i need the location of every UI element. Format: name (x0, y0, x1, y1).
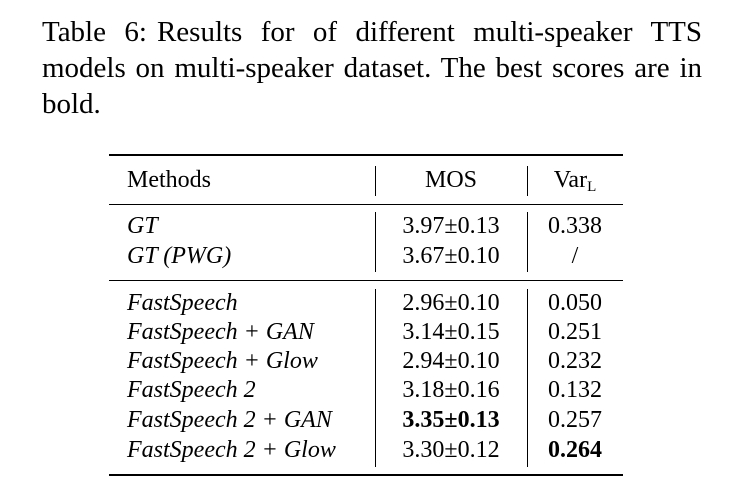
column-divider (375, 289, 376, 467)
mos-cell: 2.96±0.10 (402, 290, 500, 316)
caption-text: Results for of different multi-speaker T… (42, 16, 703, 120)
mos-cell: 3.97±0.13 (402, 213, 500, 239)
table-group-rule (109, 280, 623, 281)
header-methods: Methods (127, 167, 211, 193)
var-cell: 0.232 (548, 348, 602, 374)
table-header-rule (109, 204, 623, 205)
column-divider (375, 212, 376, 272)
mos-cell: 3.67±0.10 (402, 243, 500, 269)
var-cell: 0.257 (548, 407, 602, 433)
mos-cell-best: 3.35±0.13 (402, 407, 500, 433)
mos-cell: 3.18±0.16 (402, 377, 500, 403)
table-bottom-rule (109, 474, 623, 476)
table-top-rule (109, 154, 623, 156)
var-cell: 0.132 (548, 377, 602, 403)
method-cell: FastSpeech 2 (127, 377, 256, 403)
method-cell: GT (PWG) (127, 243, 232, 269)
method-cell: FastSpeech 2 + Glow (127, 437, 336, 463)
method-cell: GT (127, 213, 158, 239)
mos-cell: 3.30±0.12 (402, 437, 500, 463)
var-cell: / (571, 243, 579, 269)
column-divider (527, 212, 528, 272)
column-divider (375, 166, 376, 196)
table-caption: Table 6: Results for of different multi-s… (42, 14, 702, 122)
method-cell: FastSpeech + Glow (127, 348, 318, 374)
header-mos: MOS (424, 167, 478, 193)
var-cell: 0.338 (548, 213, 602, 239)
caption-label: Table 6: (42, 16, 147, 48)
header-var-subscript: L (587, 179, 597, 195)
column-divider (527, 289, 528, 467)
method-cell: FastSpeech + GAN (127, 319, 314, 345)
var-cell: 0.050 (548, 290, 602, 316)
mos-cell: 3.14±0.15 (402, 319, 500, 345)
var-cell-best: 0.264 (548, 437, 602, 463)
header-var: VarL (527, 166, 623, 201)
var-cell: 0.251 (548, 319, 602, 345)
method-cell: FastSpeech 2 + GAN (127, 407, 332, 433)
header-var-main: Var (553, 167, 588, 193)
column-divider (527, 166, 528, 196)
method-cell: FastSpeech (127, 290, 238, 316)
mos-cell: 2.94±0.10 (402, 348, 500, 374)
